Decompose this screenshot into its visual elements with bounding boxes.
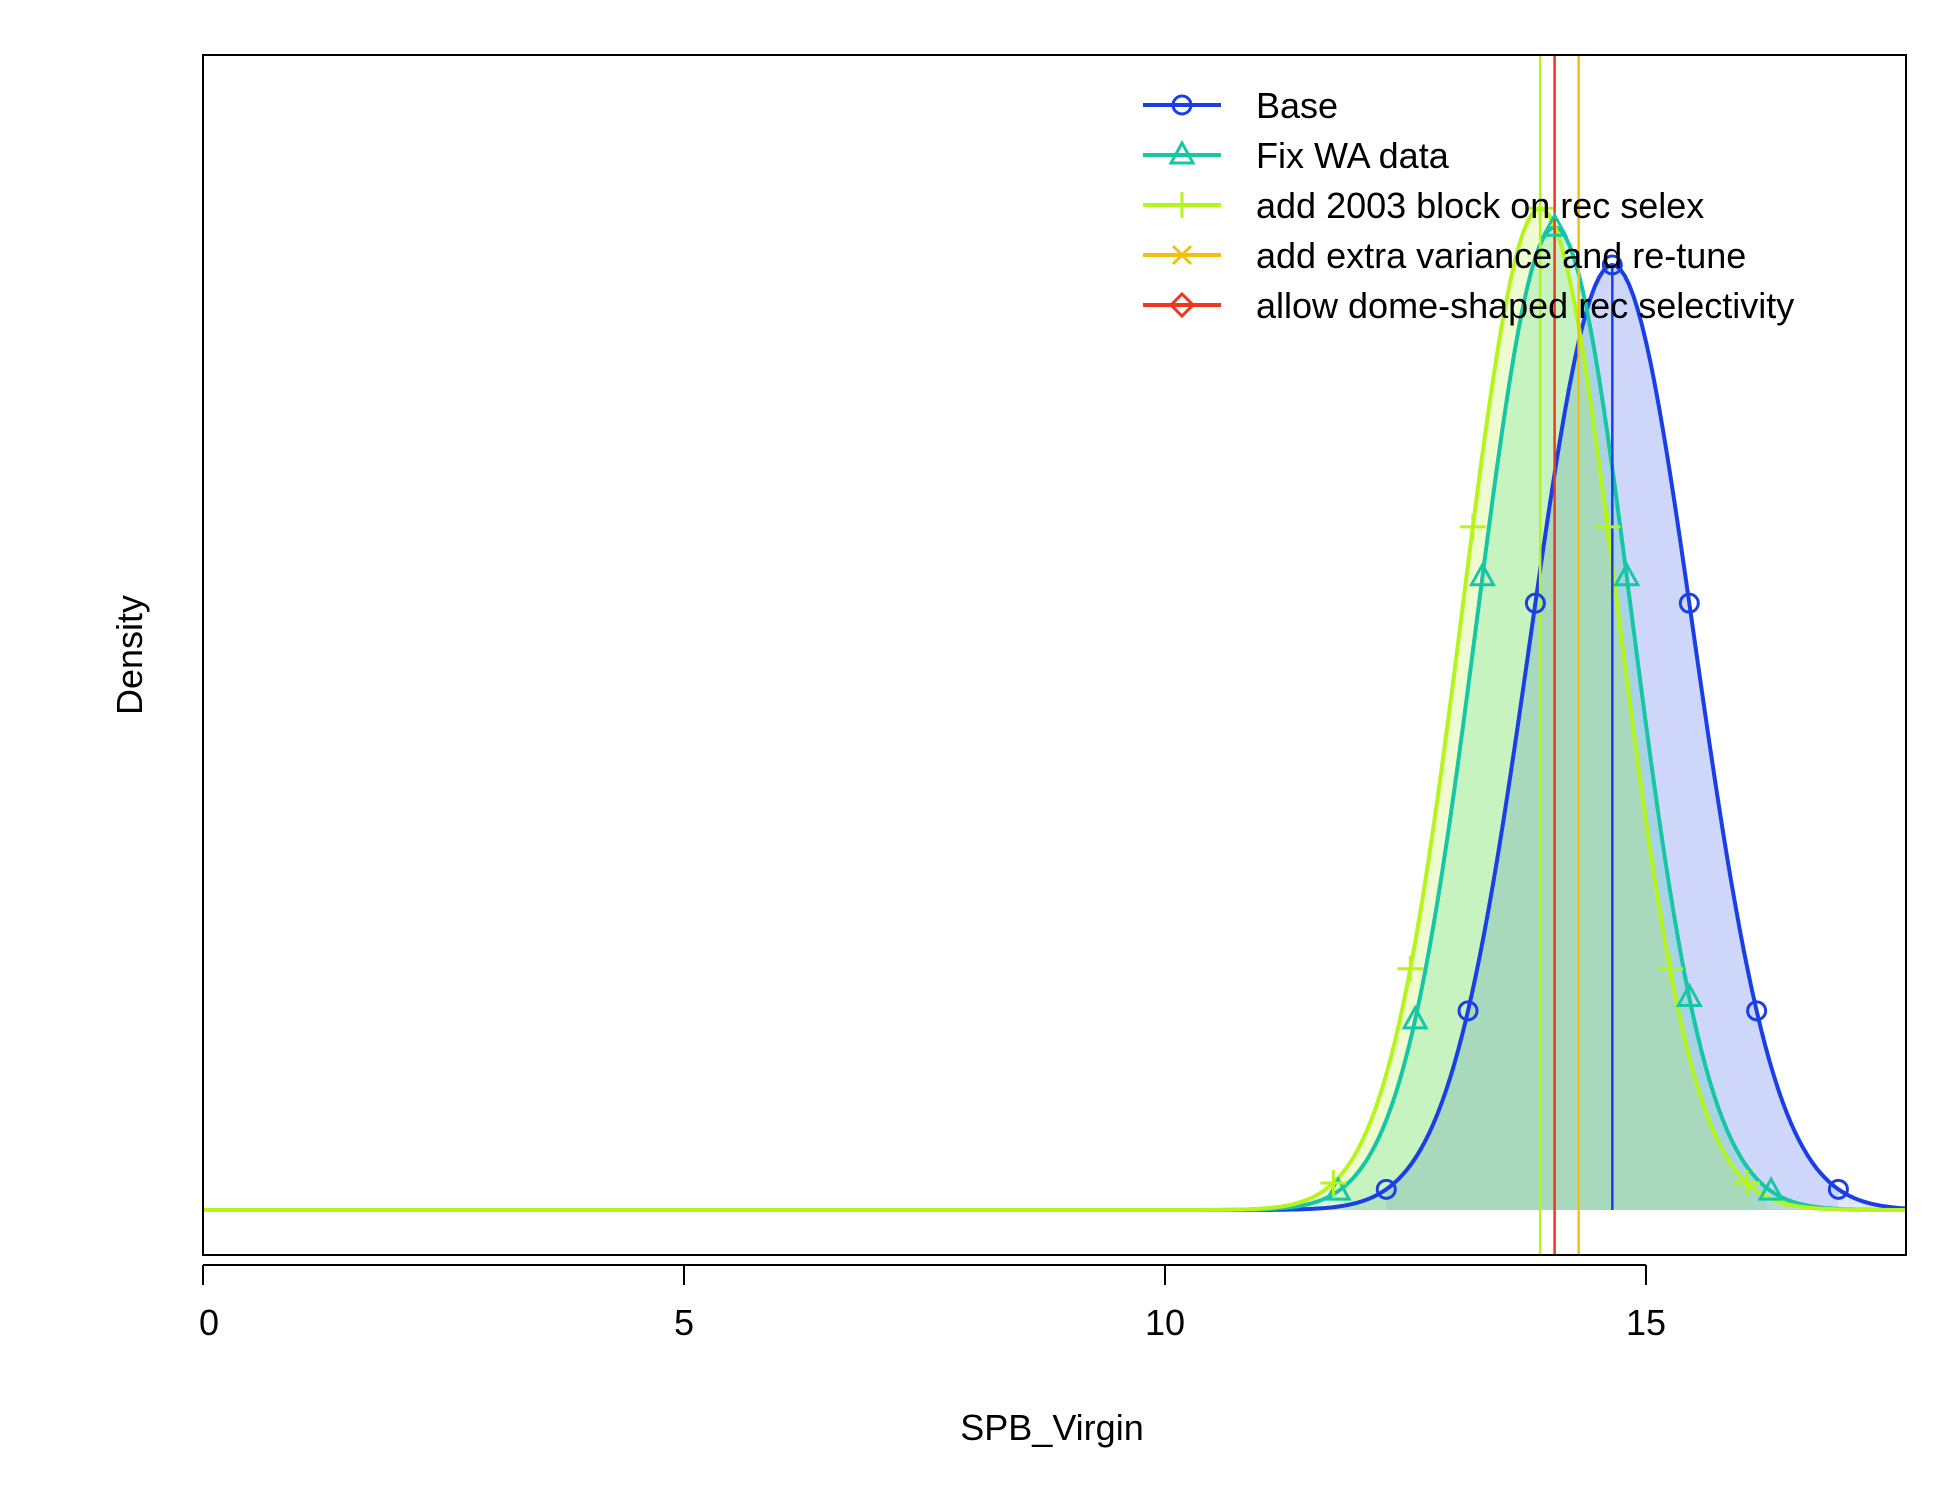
marker-fix-wa-data-2 <box>1468 561 1496 587</box>
marker-add-2003-block-on-rec-selex-6 <box>1734 1169 1761 1196</box>
marker-base-1 <box>1457 1000 1479 1022</box>
legend-marker-fix-wa-data <box>1168 139 1196 165</box>
legend-marker-add-2003-block-on-rec-selex <box>1169 192 1195 218</box>
estimate-lines <box>1538 55 1614 1255</box>
legend-label-add-extra-variance-and-re-tune: add extra variance and re-tune <box>1256 235 1746 276</box>
legend-label-add-2003-block-on-rec-selex: add 2003 block on rec selex <box>1256 185 1704 226</box>
x-tick-label-2: 10 <box>1145 1302 1185 1343</box>
curve-add-2003-block-on-rec-selex <box>203 206 1906 1212</box>
marker-fix-wa-data-1 <box>1401 1004 1429 1030</box>
density-curves <box>203 206 1906 1212</box>
legend-marker-base <box>1171 94 1193 116</box>
marker-base-3 <box>1601 254 1623 276</box>
y-axis-label: Density <box>109 595 150 715</box>
x-tick-label-0: 0 <box>199 1302 219 1343</box>
x-tick-label-1: 5 <box>674 1302 694 1343</box>
marker-base-5 <box>1746 1000 1768 1022</box>
curve-markers <box>1320 195 1849 1201</box>
marker-fix-wa-data-4 <box>1613 561 1641 587</box>
marker-base-6 <box>1827 1178 1849 1200</box>
legend-marker-allow-dome-shaped-rec-selectivity <box>1168 291 1196 319</box>
x-axis: 0 5 10 15 <box>199 1264 1666 1343</box>
x-tick-label-3: 15 <box>1626 1302 1666 1343</box>
marker-add-2003-block-on-rec-selex-4 <box>1594 513 1621 540</box>
legend-marker-add-extra-variance-and-re-tune <box>1171 244 1193 266</box>
plot-frame <box>202 54 1907 1256</box>
marker-fix-wa-data-6 <box>1757 1176 1785 1201</box>
marker-fix-wa-data-3 <box>1541 212 1569 237</box>
marker-base-0 <box>1375 1178 1397 1200</box>
legend-label-base: Base <box>1256 85 1338 126</box>
marker-fix-wa-data-5 <box>1675 982 1703 1007</box>
x-axis-label: SPB_Virgin <box>960 1407 1143 1448</box>
marker-add-2003-block-on-rec-selex-2 <box>1459 513 1486 540</box>
marker-base-4 <box>1678 592 1700 614</box>
marker-add-2003-block-on-rec-selex-3 <box>1527 195 1554 222</box>
interval-fill-add-2003-block-on-rec-selex <box>1333 208 1752 1210</box>
legend: Base Fix WA data add 2003 block on rec sel… <box>1143 85 1794 326</box>
marker-base-2 <box>1524 592 1546 614</box>
fill-base <box>203 265 1906 1211</box>
marker-add-2003-block-on-rec-selex-0 <box>1320 1169 1347 1196</box>
marker-add-2003-block-on-rec-selex-1 <box>1397 955 1424 982</box>
legend-label-fix-wa-data: Fix WA data <box>1256 135 1450 176</box>
legend-label-allow-dome-shaped-rec-selectivity: allow dome-shaped rec selectivity <box>1256 285 1794 326</box>
marker-add-2003-block-on-rec-selex-5 <box>1657 955 1684 982</box>
